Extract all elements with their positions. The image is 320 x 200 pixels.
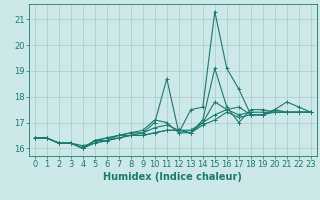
X-axis label: Humidex (Indice chaleur): Humidex (Indice chaleur) bbox=[103, 172, 242, 182]
